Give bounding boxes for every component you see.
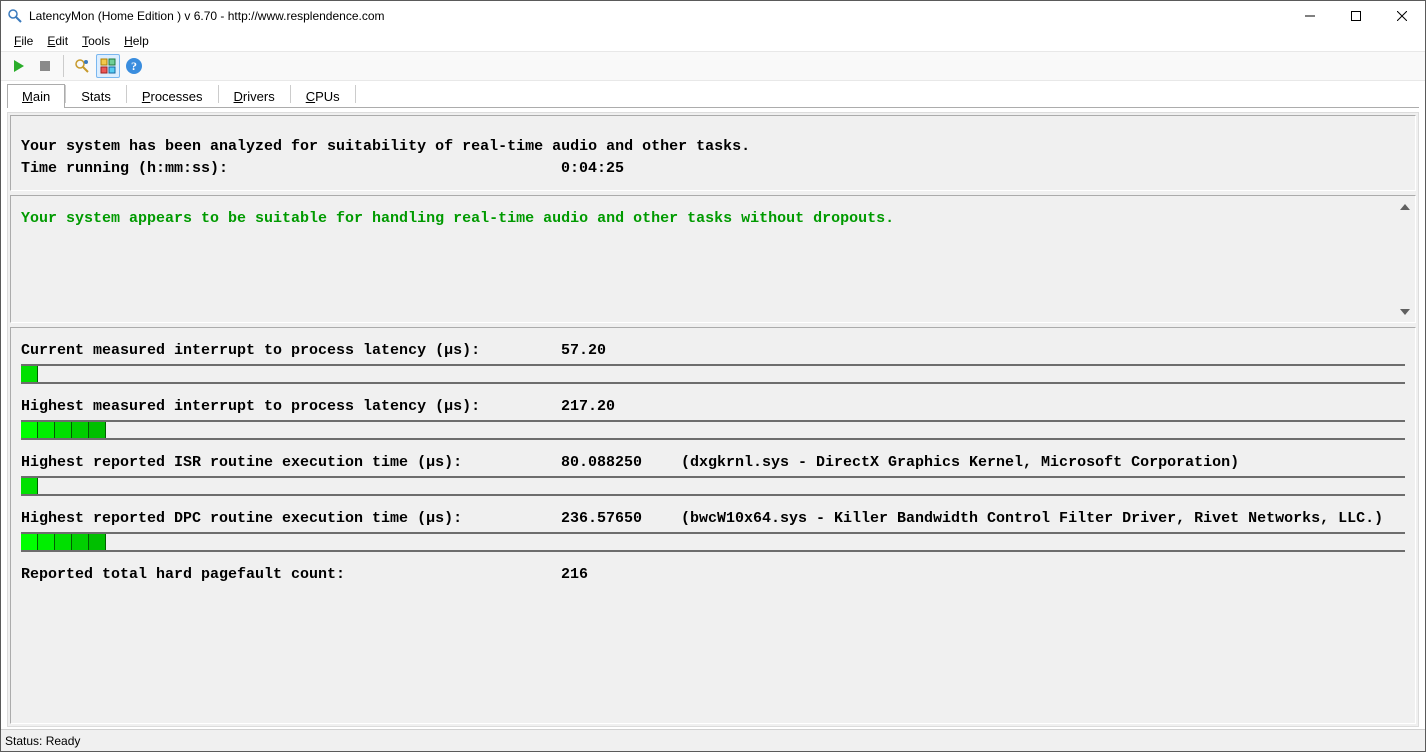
bar-segment: [72, 534, 89, 550]
tab-stats[interactable]: Stats: [66, 84, 126, 108]
bar-segment: [21, 478, 38, 494]
processes-icon: [100, 58, 116, 74]
svg-text:?: ?: [131, 59, 137, 73]
metric-extra: [681, 396, 1405, 418]
bar-segment: [21, 534, 38, 550]
bar-segment: [89, 422, 106, 438]
tab-main[interactable]: Main: [7, 84, 65, 108]
menu-file[interactable]: File: [9, 33, 38, 49]
play-button[interactable]: [7, 54, 31, 78]
help-icon: ?: [125, 57, 143, 75]
bar-segment: [38, 534, 55, 550]
menu-edit[interactable]: Edit: [42, 33, 73, 49]
bar-segment: [21, 422, 38, 438]
magnify-icon: [74, 58, 90, 74]
bar-segment: [55, 534, 72, 550]
app-icon: [7, 8, 23, 24]
toolbar-separator: [63, 55, 64, 77]
scroll-up-icon[interactable]: [1396, 198, 1413, 215]
metric-value: 216: [561, 564, 681, 586]
minimize-button[interactable]: [1287, 1, 1333, 31]
latency-bar: [21, 364, 1405, 384]
metric-label: Current measured interrupt to process la…: [21, 340, 561, 362]
metric-block: Current measured interrupt to process la…: [21, 340, 1405, 384]
tabbar: Main Stats Processes Drivers CPUs: [1, 81, 1425, 107]
metric-block: Reported total hard pagefault count:216: [21, 564, 1405, 586]
window-controls: [1287, 1, 1425, 31]
metric-extra: (dxgkrnl.sys - DirectX Graphics Kernel, …: [681, 452, 1405, 474]
menu-help[interactable]: Help: [119, 33, 154, 49]
titlebar: LatencyMon (Home Edition ) v 6.70 - http…: [1, 1, 1425, 31]
metric-label: Highest reported ISR routine execution t…: [21, 452, 561, 474]
stop-button[interactable]: [33, 54, 57, 78]
time-running-label: Time running (h:mm:ss):: [21, 158, 561, 180]
metric-block: Highest reported ISR routine execution t…: [21, 452, 1405, 496]
play-icon: [12, 59, 26, 73]
analysis-summary-line: Your system has been analyzed for suitab…: [21, 136, 750, 158]
bar-segment: [72, 422, 89, 438]
metric-value: 80.088250: [561, 452, 681, 474]
verdict-panel: Your system appears to be suitable for h…: [10, 195, 1416, 323]
metric-value: 217.20: [561, 396, 681, 418]
processes-button[interactable]: [96, 54, 120, 78]
stop-icon: [39, 60, 51, 72]
bar-segment: [21, 366, 38, 382]
menu-tools[interactable]: Tools: [77, 33, 115, 49]
metric-extra: [681, 564, 1405, 586]
statusbar: Status: Ready: [1, 729, 1425, 751]
bar-segment: [89, 534, 106, 550]
metric-block: Highest measured interrupt to process la…: [21, 396, 1405, 440]
analyze-button[interactable]: [70, 54, 94, 78]
metric-label: Highest measured interrupt to process la…: [21, 396, 561, 418]
bar-segment: [38, 422, 55, 438]
metric-value: 57.20: [561, 340, 681, 362]
app-window: LatencyMon (Home Edition ) v 6.70 - http…: [0, 0, 1426, 752]
tab-processes[interactable]: Processes: [127, 84, 218, 108]
main-content: Your system has been analyzed for suitab…: [7, 112, 1419, 727]
metric-label: Reported total hard pagefault count:: [21, 564, 561, 586]
metric-label: Highest reported DPC routine execution t…: [21, 508, 561, 530]
metrics-panel: Current measured interrupt to process la…: [10, 327, 1416, 724]
close-button[interactable]: [1379, 1, 1425, 31]
metric-extra: [681, 340, 1405, 362]
metric-value: 236.57650: [561, 508, 681, 530]
bar-segment: [55, 422, 72, 438]
tab-cpus[interactable]: CPUs: [291, 84, 355, 108]
window-title: LatencyMon (Home Edition ) v 6.70 - http…: [29, 9, 1287, 23]
metric-extra: (bwcW10x64.sys - Killer Bandwidth Contro…: [681, 508, 1405, 530]
latency-bar: [21, 476, 1405, 496]
status-text: Status: Ready: [5, 734, 80, 748]
menubar: File Edit Tools Help: [1, 31, 1425, 51]
latency-bar: [21, 420, 1405, 440]
tab-drivers[interactable]: Drivers: [219, 84, 290, 108]
help-button[interactable]: ?: [122, 54, 146, 78]
verdict-text: Your system appears to be suitable for h…: [21, 210, 894, 227]
scroll-down-icon[interactable]: [1396, 303, 1413, 320]
toolbar: ?: [1, 51, 1425, 81]
maximize-button[interactable]: [1333, 1, 1379, 31]
header-panel: Your system has been analyzed for suitab…: [10, 115, 1416, 191]
metric-block: Highest reported DPC routine execution t…: [21, 508, 1405, 552]
latency-bar: [21, 532, 1405, 552]
time-running-value: 0:04:25: [561, 158, 681, 180]
